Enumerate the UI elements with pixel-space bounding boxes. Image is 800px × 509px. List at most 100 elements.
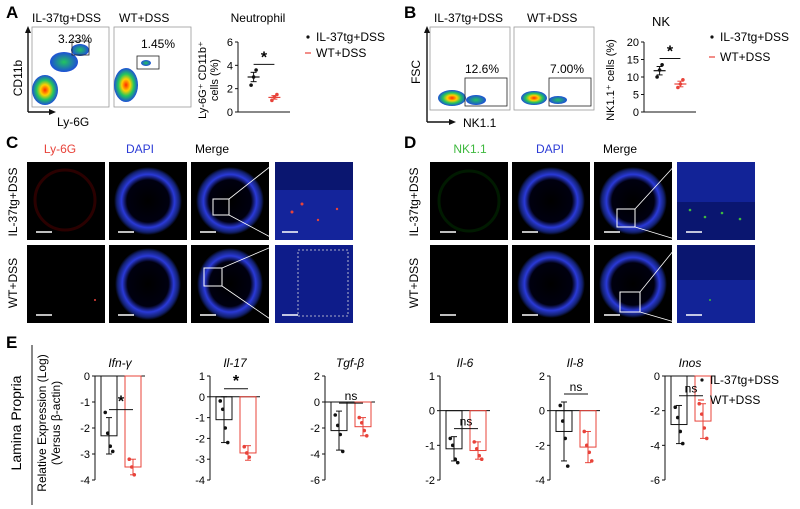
bar-chart-5: Il-8 2 0 -2 -4 ns	[535, 356, 600, 487]
bar-chart-6-tick-label: -4	[650, 440, 660, 452]
dotplot-b-title: NK	[652, 14, 670, 29]
panel-d-header-nk11: NK1.1	[453, 142, 487, 156]
dotplot-b-tick-label: 15	[627, 55, 639, 67]
dotplot-a: 0 2 4 6 *	[227, 37, 290, 119]
bar-chart-3-point	[335, 423, 340, 428]
panel-c-row-label-2: WT+DSS	[6, 258, 20, 308]
flow-a-pct2: 1.45%	[141, 37, 175, 51]
flow-a-group1-label: IL-37tg+DSS	[32, 11, 101, 25]
panel-e-ylabel-line2: (Versus β-actin)	[49, 381, 63, 465]
bar-chart-1-tick-label: 0	[84, 371, 90, 383]
panel-e-ylabel-line1: Relative Expression (Log)	[35, 354, 49, 491]
legend-a-item-1: IL-37tg+DSS	[316, 30, 385, 44]
bar-chart-2-tick-label: 1	[199, 371, 205, 383]
bar-chart-1: Ifn-γ 0 -1 -2 -3 -4 *	[80, 356, 145, 487]
panel-c-header-merge: Merge	[195, 142, 229, 156]
panel-d-header-dapi: DAPI	[536, 142, 564, 156]
dotplot-b-point	[660, 62, 664, 67]
flow-b-group2-label: WT+DSS	[527, 11, 577, 25]
bar-chart-2-sig-label: *	[233, 373, 240, 390]
dotplot-a-tick-label: 4	[227, 60, 233, 72]
bar-chart-4-sig-label: ns	[460, 415, 473, 429]
bar-chart-6-sig-label: ns	[685, 382, 698, 396]
flow-b-group1-label: IL-37tg+DSS	[434, 11, 503, 25]
bar-chart-3-sig-label: ns	[345, 389, 358, 403]
dotplot-a-point	[251, 75, 256, 79]
bar-chart-2-tick-label: -2	[195, 433, 205, 445]
bar-chart-2-tick-label: -3	[195, 454, 205, 466]
bar-chart-2-point	[244, 451, 249, 455]
bar-chart-4-point	[479, 457, 484, 462]
legend-b-item-1: IL-37tg+DSS	[720, 30, 789, 44]
bar-chart-6-point	[704, 436, 709, 441]
bar-chart-6-point	[673, 405, 678, 410]
bar-chart-6-point	[680, 441, 685, 446]
bar-chart-3-title: Tgf-β	[336, 356, 364, 370]
bar-chart-6-tick-label: 0	[654, 371, 660, 383]
bar-chart-3-tick-label: -2	[310, 423, 320, 435]
bar-chart-2-point	[218, 399, 223, 403]
dotplot-a-title: Neutrophil	[231, 11, 286, 25]
bar-chart-4: Il-6 1 0 -1 -2 ns	[425, 356, 490, 487]
bar-chart-3-point	[333, 413, 338, 417]
bar-chart-4-tick-label: -2	[425, 475, 435, 487]
bar-chart-1-bar-2	[124, 375, 142, 468]
bar-chart-3-tick-label: -4	[310, 449, 320, 461]
bar-chart-2-point	[247, 455, 252, 459]
flow-a-plot1	[31, 26, 110, 108]
panel-letter-d: D	[404, 133, 416, 152]
panel-c-images	[27, 161, 353, 324]
bar-chart-1-point	[105, 431, 110, 436]
bar-chart-4-tick-label: -1	[425, 440, 435, 452]
flow-b-pct1: 12.6%	[465, 62, 499, 76]
panel-d-header-merge: Merge	[603, 142, 637, 156]
dotplot-a-tick-label: 0	[227, 107, 233, 119]
bar-chart-3-point	[340, 449, 345, 454]
flow-b-plot2	[513, 26, 595, 111]
bar-chart-3-point	[338, 432, 343, 437]
flow-a-plot2	[113, 26, 192, 108]
dotplot-a-ylabel-line1: Ly-6G⁺ CD11b⁺	[197, 41, 209, 119]
bar-chart-5-point	[582, 429, 587, 434]
dotplot-a-point	[270, 98, 274, 103]
bar-chart-5-point	[560, 419, 565, 423]
dotplot-a-sig-label: *	[261, 49, 268, 66]
bar-chart-4-point	[477, 453, 482, 458]
bar-chart-3: Tgf-β 2 0 -2 -4 -6 ns	[310, 356, 375, 487]
dotplot-a-tick-label: 2	[227, 84, 233, 96]
dotplot-b-point	[681, 78, 685, 82]
bar-chart-1-sig-label: *	[118, 394, 125, 411]
panel-letter-a: A	[6, 3, 18, 22]
bar-chart-3-tick-label: 0	[314, 397, 320, 409]
dotplot-a-point	[249, 83, 253, 87]
dotplot-b-ylabel: NK1.1⁺ cells (%)	[605, 39, 617, 121]
dotplot-b: 0 5 10 15 20 *	[627, 37, 696, 119]
bar-chart-5-tick-label: -2	[535, 440, 545, 452]
panel-c-header-ly6g: Ly-6G	[44, 142, 76, 156]
bar-chart-1-tick-label: -2	[80, 423, 90, 435]
panel-d-row-label-1: IL-37tg+DSS	[407, 167, 421, 236]
bar-chart-5-point	[587, 450, 592, 455]
dotplot-a-point	[275, 92, 279, 97]
bar-chart-2-point	[242, 444, 247, 449]
bar-chart-2-tick-label: -4	[195, 475, 205, 487]
flow-a-group2-label: WT+DSS	[119, 11, 169, 25]
panel-c-header-dapi: DAPI	[126, 142, 154, 156]
panel-c-row-label-1: IL-37tg+DSS	[6, 167, 20, 236]
legend-e-item-2: WT+DSS	[710, 393, 760, 407]
bar-chart-1-point	[129, 465, 134, 469]
flow-b-pct2: 7.00%	[550, 62, 584, 76]
bar-chart-6-point	[702, 426, 707, 430]
flow-a-y-axis: CD11b	[11, 59, 25, 96]
bar-chart-3-point	[364, 434, 369, 438]
bar-chart-2-point	[223, 426, 228, 430]
panel-letter-e: E	[6, 333, 17, 352]
bar-chart-4-tick-label: 0	[429, 406, 435, 418]
bar-chart-3-point	[362, 428, 367, 433]
bar-chart-2: Il-17 1 0 -1 -2 -3 -4 *	[195, 356, 260, 487]
dotplot-b-point	[657, 68, 662, 72]
legend-a-item-2: WT+DSS	[316, 46, 366, 60]
bar-chart-5-point	[589, 459, 594, 463]
bar-chart-1-point	[108, 444, 113, 449]
bar-chart-2-tick-label: -1	[195, 413, 205, 425]
